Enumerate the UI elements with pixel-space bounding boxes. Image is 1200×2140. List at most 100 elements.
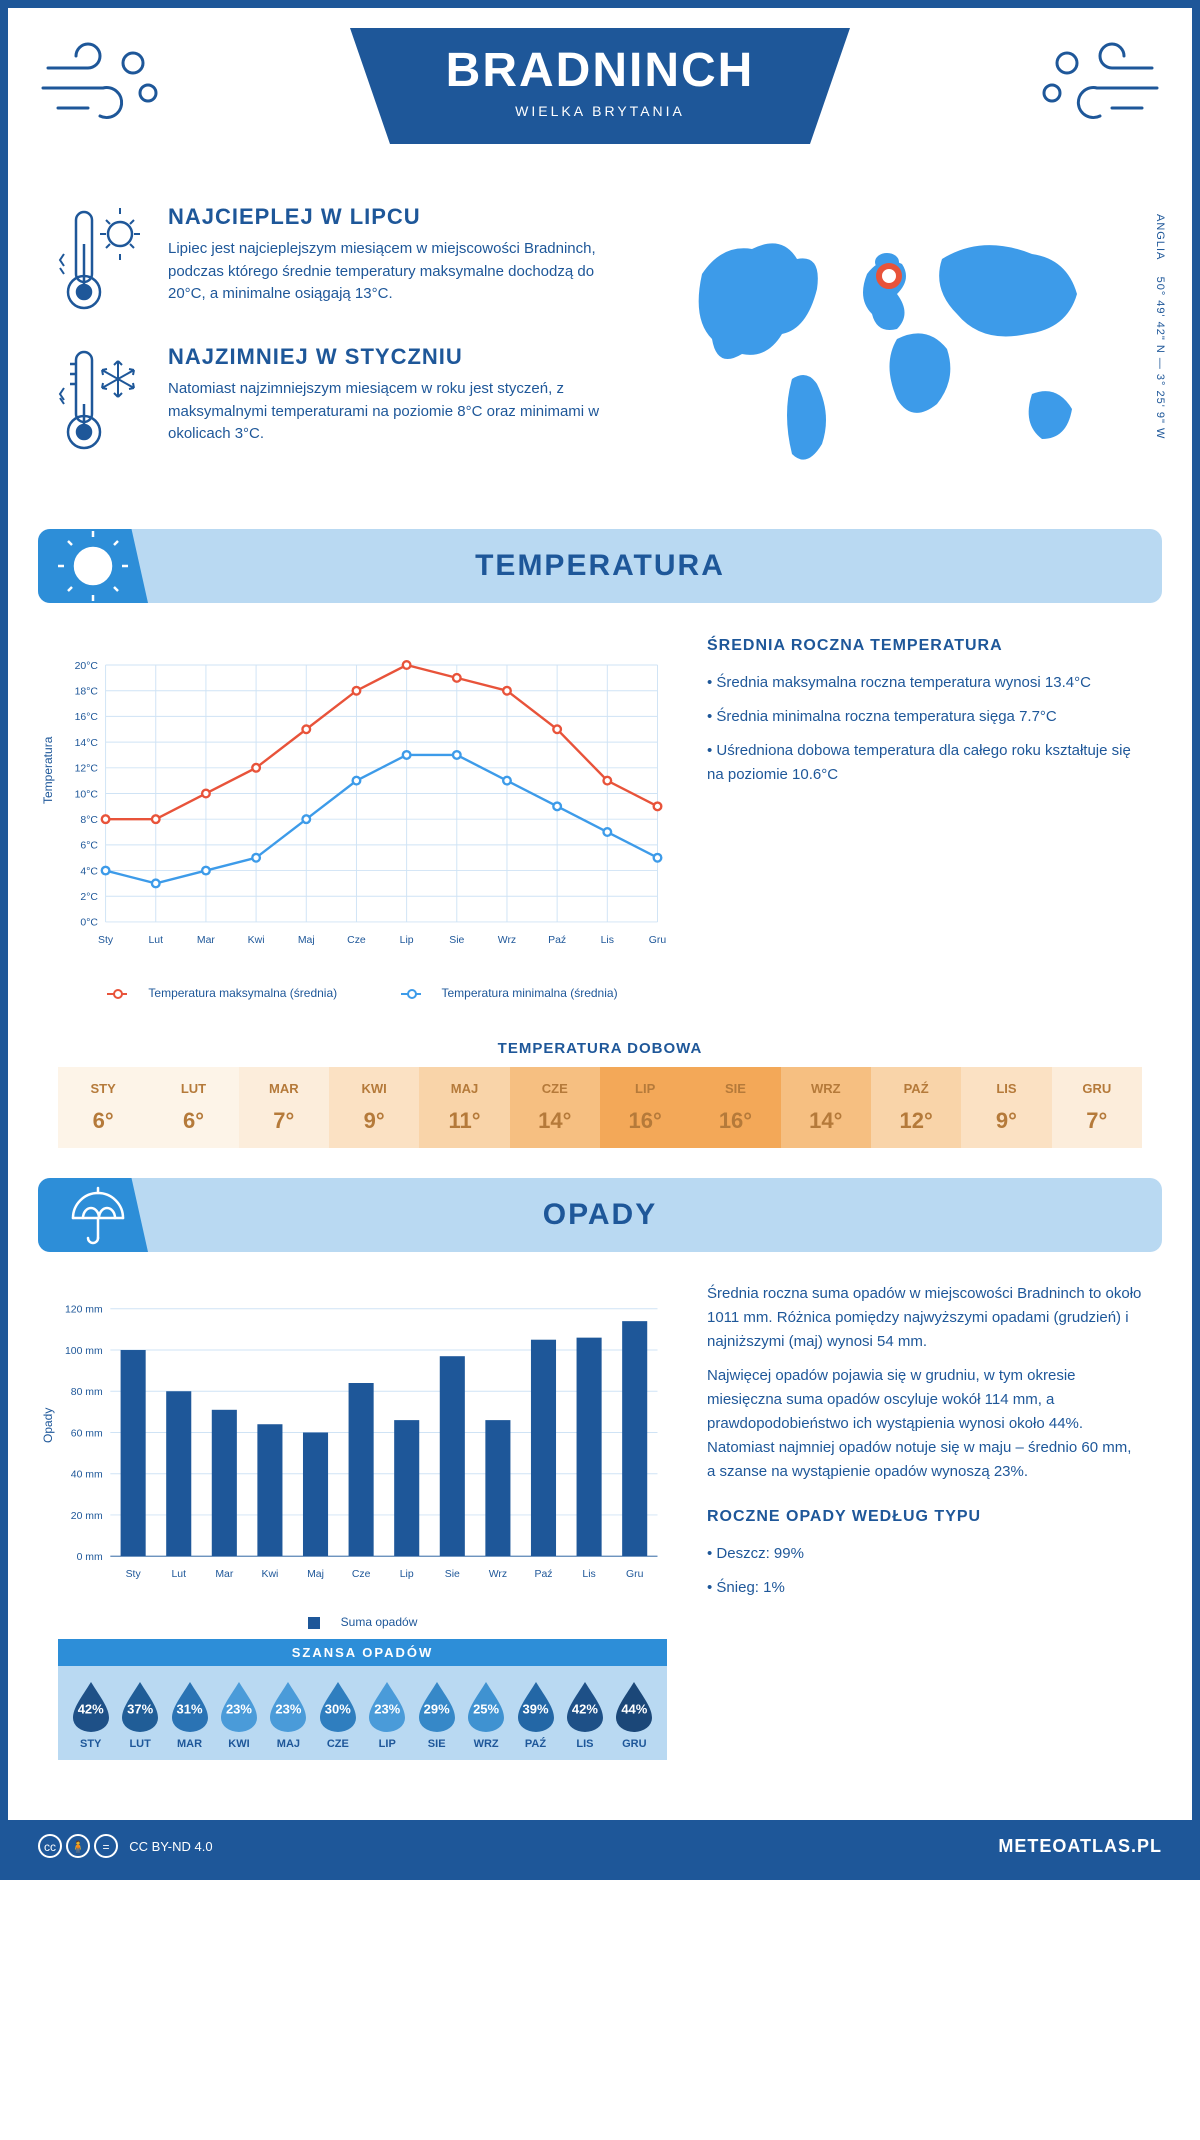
svg-text:Lip: Lip: [400, 935, 414, 946]
svg-text:60 mm: 60 mm: [71, 1428, 103, 1439]
license: cc🧍= CC BY-ND 4.0: [38, 1834, 213, 1858]
svg-text:12°C: 12°C: [75, 764, 99, 775]
page-subtitle: WIELKA BRYTANIA: [430, 103, 770, 119]
chance-cell: 37% LUT: [115, 1680, 164, 1750]
daily-temp-cell: MAR7°: [239, 1067, 329, 1148]
chart-legend: Temperatura maksymalna (średnia) Tempera…: [58, 986, 667, 1000]
svg-text:2°C: 2°C: [80, 892, 98, 903]
svg-text:100 mm: 100 mm: [65, 1346, 103, 1357]
svg-text:Sty: Sty: [126, 1569, 142, 1580]
intro-section: NAJCIEPLEJ W LIPCU Lipiec jest najcieple…: [8, 184, 1192, 529]
svg-text:120 mm: 120 mm: [65, 1305, 103, 1316]
chance-cell: 30% CZE: [313, 1680, 362, 1750]
sun-icon: [38, 529, 148, 603]
daily-temp-cell: MAJ11°: [419, 1067, 509, 1148]
daily-temp-cell: GRU7°: [1052, 1067, 1142, 1148]
svg-text:80 mm: 80 mm: [71, 1387, 103, 1398]
daily-temp-cell: STY6°: [58, 1067, 148, 1148]
chance-cell: 23% MAJ: [264, 1680, 313, 1750]
temperature-header: TEMPERATURA: [38, 529, 1162, 603]
svg-text:Lip: Lip: [400, 1569, 414, 1580]
daily-temp-title: TEMPERATURA DOBOWA: [8, 1040, 1192, 1057]
nd-icon: =: [94, 1834, 118, 1858]
svg-text:8°C: 8°C: [80, 815, 98, 826]
coldest-block: NAJZIMNIEJ W STYCZNIU Natomiast najzimni…: [58, 344, 622, 459]
daily-temp-cell: CZE14°: [510, 1067, 600, 1148]
footer: cc🧍= CC BY-ND 4.0 METEOATLAS.PL: [8, 1820, 1192, 1872]
chance-cell: 29% SIE: [412, 1680, 461, 1750]
svg-text:Gru: Gru: [626, 1569, 644, 1580]
warmest-text: Lipiec jest najcieplejszym miesiącem w m…: [168, 238, 622, 306]
svg-text:20 mm: 20 mm: [71, 1511, 103, 1522]
svg-text:Paź: Paź: [548, 935, 566, 946]
umbrella-icon: [38, 1178, 148, 1252]
temperature-content: Temperatura 0°C2°C4°C6°C8°C10°C12°C14°C1…: [8, 603, 1192, 1030]
svg-text:14°C: 14°C: [75, 738, 99, 749]
svg-text:Mar: Mar: [197, 935, 216, 946]
svg-text:40 mm: 40 mm: [71, 1470, 103, 1481]
svg-text:Kwi: Kwi: [261, 1569, 278, 1580]
site-name: METEOATLAS.PL: [998, 1836, 1162, 1857]
svg-text:Sie: Sie: [449, 935, 464, 946]
title-banner: BRADNINCH WIELKA BRYTANIA: [350, 28, 850, 144]
svg-text:Sty: Sty: [98, 935, 114, 946]
svg-text:Cze: Cze: [347, 935, 366, 946]
temperature-line-chart: Temperatura 0°C2°C4°C6°C8°C10°C12°C14°C1…: [58, 633, 667, 1000]
warmest-block: NAJCIEPLEJ W LIPCU Lipiec jest najcieple…: [58, 204, 622, 319]
cc-icon: cc: [38, 1834, 62, 1858]
daily-temp-cell: LIP16°: [600, 1067, 690, 1148]
chance-cell: 44% GRU: [610, 1680, 659, 1750]
coldest-title: NAJZIMNIEJ W STYCZNIU: [168, 344, 622, 370]
thermometer-sun-icon: [58, 204, 148, 319]
header: BRADNINCH WIELKA BRYTANIA: [8, 8, 1192, 184]
chance-cell: 42% STY: [66, 1680, 115, 1750]
svg-text:Lut: Lut: [171, 1569, 186, 1580]
chance-cell: 23% KWI: [214, 1680, 263, 1750]
svg-text:Sie: Sie: [445, 1569, 460, 1580]
precip-bar-chart: Opady 0 mm20 mm40 mm60 mm80 mm100 mm120 …: [58, 1282, 667, 1629]
svg-text:Maj: Maj: [298, 935, 315, 946]
svg-text:10°C: 10°C: [75, 789, 99, 800]
svg-text:Cze: Cze: [352, 1569, 371, 1580]
precip-summary: Średnia roczna suma opadów w miejscowośc…: [707, 1282, 1142, 1790]
daily-temp-cell: KWI9°: [329, 1067, 419, 1148]
precip-header: OPADY: [38, 1178, 1162, 1252]
coordinates: ANGLIA 50° 49' 42" N — 3° 25' 9" W: [1154, 214, 1166, 439]
daily-temp-cell: PAŹ12°: [871, 1067, 961, 1148]
svg-text:Maj: Maj: [307, 1569, 324, 1580]
world-map: ANGLIA 50° 49' 42" N — 3° 25' 9" W: [662, 204, 1142, 489]
svg-text:Lis: Lis: [601, 935, 614, 946]
svg-text:Kwi: Kwi: [248, 935, 265, 946]
svg-text:Paź: Paź: [534, 1569, 552, 1580]
section-title: TEMPERATURA: [58, 549, 1142, 583]
coldest-text: Natomiast najzimniejszym miesiącem w rok…: [168, 378, 622, 446]
section-title: OPADY: [58, 1198, 1142, 1232]
daily-temp-cell: LIS9°: [961, 1067, 1051, 1148]
thermometer-snow-icon: [58, 344, 148, 459]
chance-row: 42% STY 37% LUT 31% MAR 23% KWI 23% MAJ …: [58, 1666, 667, 1760]
daily-temp-cell: SIE16°: [690, 1067, 780, 1148]
svg-text:Gru: Gru: [649, 935, 667, 946]
daily-temp-cell: WRZ14°: [781, 1067, 871, 1148]
by-icon: 🧍: [66, 1834, 90, 1858]
svg-text:0 mm: 0 mm: [77, 1552, 103, 1563]
wind-icon: [38, 38, 168, 128]
svg-text:16°C: 16°C: [75, 712, 99, 723]
chance-cell: 31% MAR: [165, 1680, 214, 1750]
daily-temp-table: STY6°LUT6°MAR7°KWI9°MAJ11°CZE14°LIP16°SI…: [58, 1067, 1142, 1148]
svg-text:Wrz: Wrz: [489, 1569, 507, 1580]
svg-text:6°C: 6°C: [80, 841, 98, 852]
svg-text:18°C: 18°C: [75, 687, 99, 698]
chance-cell: 23% LIP: [363, 1680, 412, 1750]
chance-cell: 42% LIS: [560, 1680, 609, 1750]
precip-content: Opady 0 mm20 mm40 mm60 mm80 mm100 mm120 …: [8, 1252, 1192, 1820]
temperature-summary: ŚREDNIA ROCZNA TEMPERATURA • Średnia mak…: [707, 633, 1142, 1000]
svg-text:0°C: 0°C: [80, 918, 98, 929]
svg-text:Wrz: Wrz: [498, 935, 516, 946]
chart-legend: Suma opadów: [58, 1615, 667, 1629]
chance-cell: 39% PAŹ: [511, 1680, 560, 1750]
svg-text:Mar: Mar: [215, 1569, 234, 1580]
chance-cell: 25% WRZ: [461, 1680, 510, 1750]
page-title: BRADNINCH: [430, 43, 770, 98]
svg-text:4°C: 4°C: [80, 866, 98, 877]
